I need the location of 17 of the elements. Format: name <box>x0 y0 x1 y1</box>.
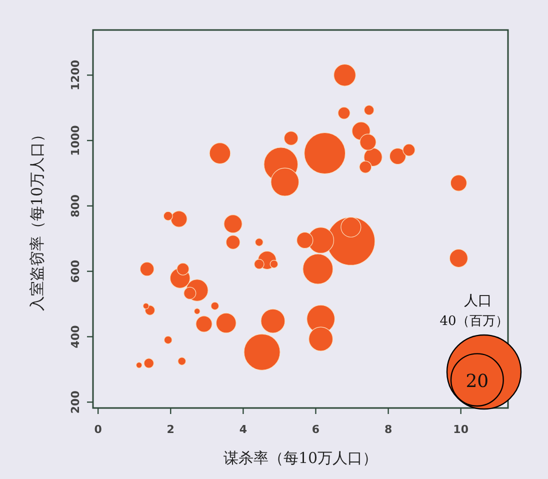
y-tick-label: 1200 <box>69 59 82 90</box>
legend-label: 40（百万） <box>440 314 508 329</box>
y-tick-label: 800 <box>69 194 82 218</box>
x-tick-label: 6 <box>312 423 320 436</box>
y-tick-label: 600 <box>69 259 82 283</box>
x-axis-title: 谋杀率（每10万人口） <box>223 449 378 467</box>
x-tick-label: 8 <box>384 423 392 436</box>
y-tick-label: 400 <box>69 324 82 348</box>
legend-label: 20 <box>466 370 489 392</box>
y-tick-label: 1000 <box>69 124 82 156</box>
legend-title: 人口 <box>464 293 492 309</box>
x-tick-label: 10 <box>453 423 469 436</box>
x-tick-label: 2 <box>166 423 174 436</box>
x-tick-label: 4 <box>239 423 248 436</box>
x-tick-label: 0 <box>94 423 102 436</box>
y-axis-title: 入室盗窃率（每10万人口） <box>28 126 46 312</box>
y-tick-label: 200 <box>69 390 82 414</box>
